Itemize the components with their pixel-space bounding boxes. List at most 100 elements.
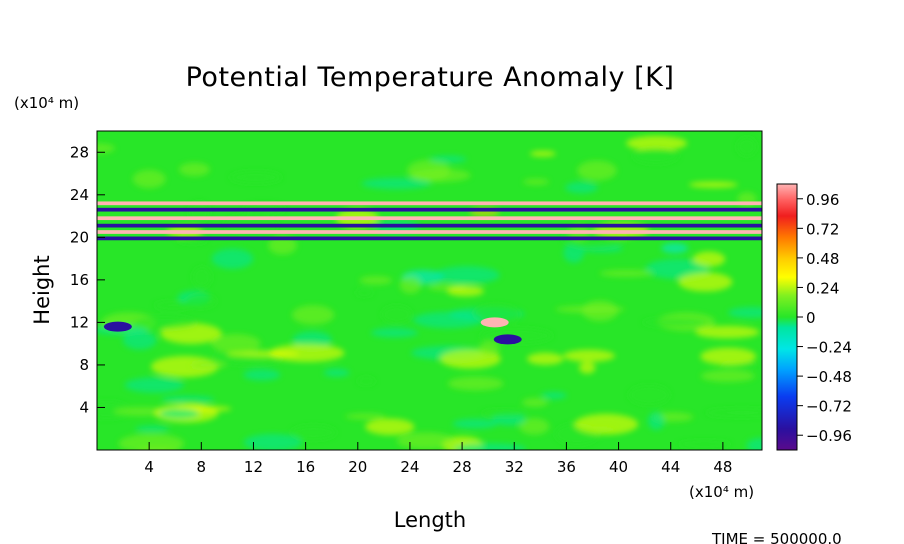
- field-texture: [97, 135, 762, 450]
- field-patch: [137, 446, 181, 450]
- time-readout: TIME = 500000.0: [711, 530, 842, 544]
- y-tick-label: 16: [70, 271, 89, 289]
- colorbar-tick-label: −0.72: [806, 398, 852, 416]
- field-patch: [410, 168, 471, 183]
- y-tick-label: 8: [79, 356, 89, 374]
- field-patch: [323, 368, 350, 377]
- anomaly-band: [97, 216, 762, 221]
- field-patch: [150, 355, 219, 378]
- y-tick-label: 12: [70, 313, 89, 331]
- x-tick-label: 44: [661, 458, 680, 476]
- x-tick-label: 16: [296, 458, 315, 476]
- field-patch: [122, 331, 157, 350]
- field-patch: [229, 171, 282, 184]
- field-patch: [132, 169, 166, 189]
- anomaly-band: [97, 223, 762, 228]
- y-tick-label: 4: [79, 398, 89, 416]
- y-axis-unit: (x10⁴ m): [14, 94, 79, 112]
- field-patch: [728, 306, 762, 319]
- field-patch: [688, 181, 738, 188]
- x-tick-label: 24: [400, 458, 419, 476]
- x-axis-unit: (x10⁴ m): [689, 483, 754, 501]
- field-patch: [642, 317, 706, 327]
- field-patch: [211, 334, 261, 354]
- colorbar-gradient: [776, 183, 798, 451]
- field-patch: [396, 432, 456, 450]
- colorbar-tick-label: −0.48: [806, 368, 852, 386]
- field-patch: [481, 409, 526, 418]
- field-patch: [192, 266, 212, 288]
- field-patch: [628, 384, 670, 406]
- field-patch: [522, 397, 549, 408]
- colorbar: 0.96 0.72 0.48 0.24 0 −0.24 −0.48 −0.72 −0.96: [776, 183, 852, 451]
- field-patch: [519, 418, 550, 435]
- colorbar-tick-label: −0.24: [806, 339, 852, 357]
- colorbar-tick-label: 0.24: [806, 279, 839, 297]
- y-tick-label: 28: [70, 143, 89, 161]
- field-patch: [705, 408, 762, 418]
- field-patch: [243, 433, 303, 450]
- field-patch: [178, 162, 210, 177]
- field-patch: [453, 443, 527, 450]
- field-patch: [134, 425, 170, 433]
- field-patch: [291, 305, 335, 325]
- field-patch: [526, 352, 564, 365]
- field-patch: [563, 349, 616, 362]
- field-patch: [678, 440, 732, 448]
- x-axis-ticks: 4 8 12 16 20 24 28 32 36 40 44 48: [144, 442, 732, 476]
- field-patch: [269, 343, 345, 363]
- field-patch: [452, 418, 498, 429]
- colorbar-tick-label: 0.48: [806, 250, 839, 268]
- y-axis-label: Height: [30, 255, 54, 324]
- colorbar-tick-label: 0.96: [806, 191, 839, 209]
- field-patch: [357, 377, 376, 386]
- field-patch: [185, 293, 217, 309]
- y-tick-label: 24: [70, 186, 89, 204]
- field-patch: [478, 341, 500, 357]
- field-patch: [737, 137, 757, 156]
- field-patch: [447, 376, 504, 391]
- field-patch: [599, 269, 654, 278]
- plot-frame: [96, 130, 763, 451]
- field-patch: [124, 377, 184, 393]
- field-patch: [529, 150, 556, 157]
- field-patch: [211, 248, 254, 269]
- x-tick-label: 20: [348, 458, 367, 476]
- field-patch: [268, 235, 297, 255]
- field-patch: [661, 242, 689, 254]
- anomaly-band: [97, 236, 762, 241]
- anomaly-band: [97, 201, 762, 206]
- field-patch: [579, 361, 596, 374]
- field-patch: [132, 316, 198, 330]
- y-tick-label: 20: [70, 228, 89, 246]
- field-patch: [344, 413, 386, 420]
- x-tick-label: 32: [505, 458, 524, 476]
- field-patch: [153, 301, 193, 310]
- field-patch: [541, 391, 567, 400]
- field-patch: [523, 178, 550, 186]
- field-patch: [365, 418, 415, 435]
- y-axis-ticks: 4 8 12 16 20 24 28: [70, 143, 105, 416]
- field-patch: [565, 181, 598, 194]
- field-patch: [746, 438, 762, 450]
- field-patch: [700, 347, 757, 366]
- field-patch: [574, 413, 639, 435]
- field-patch: [97, 143, 115, 154]
- field-patch: [647, 412, 665, 430]
- x-tick-label: 12: [244, 458, 263, 476]
- x-tick-label: 4: [144, 458, 154, 476]
- field-patch: [429, 155, 467, 163]
- field-patch: [700, 369, 755, 383]
- field-patch: [434, 266, 500, 285]
- field-patch: [678, 272, 733, 292]
- field-patch: [243, 369, 281, 381]
- anomaly-blob: [493, 334, 522, 345]
- field-patch: [446, 285, 485, 297]
- x-axis-label: Length: [394, 508, 466, 532]
- x-tick-label: 36: [557, 458, 576, 476]
- anomaly-blob: [103, 321, 132, 332]
- field-patch: [361, 177, 431, 190]
- field-patch: [190, 361, 227, 369]
- colorbar-tick-label: 0.72: [806, 220, 839, 238]
